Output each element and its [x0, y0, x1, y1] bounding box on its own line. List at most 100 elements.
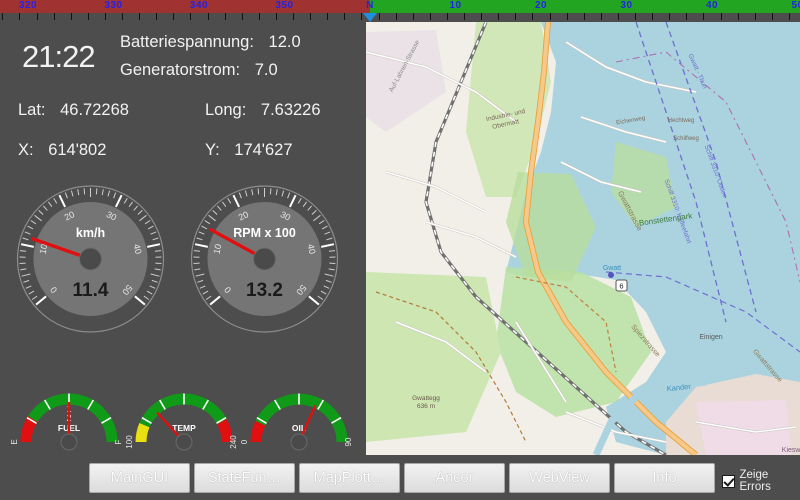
compass-tick: [293, 13, 295, 20]
oil-pressure-gauge: 0 90 OIL: [240, 374, 358, 464]
x-value: 614'802: [48, 141, 107, 159]
gauge-text: 11.4: [73, 280, 109, 301]
compass-label: 340: [189, 0, 209, 11]
map-label: Kander: [666, 382, 691, 394]
gauge-text: OIL: [292, 423, 306, 433]
compass-label: 20: [534, 0, 548, 11]
y-coordinate-readout: Y: 174'627: [205, 141, 293, 160]
map-feature: [366, 30, 446, 132]
button-ancor[interactable]: Ancor: [404, 463, 505, 493]
gauge-text: 40: [306, 243, 318, 255]
map-feature: [385, 171, 487, 213]
compass-tick: [224, 13, 226, 20]
compass-tick: [532, 13, 534, 20]
generator-label: Generatorstrom:: [120, 61, 241, 79]
map-feature: [565, 41, 697, 93]
temperature-gauge: 100 240 TEMP: [125, 374, 243, 464]
gauge-text: km/h: [76, 226, 105, 240]
map-feature: [580, 116, 667, 143]
tachometer-gauge: 0 10 20 30 40 50 RPM x 100 13.2: [182, 182, 347, 337]
compass-tick: [566, 13, 568, 20]
map-label: 636 m: [417, 403, 435, 410]
map-feature: [395, 321, 487, 373]
gauge-text: 0: [48, 285, 59, 295]
longitude-readout: Long: 7.63226: [205, 101, 321, 120]
compass-heading-marker: [363, 13, 377, 22]
show-errors-checkbox[interactable]: Zeige Errors: [722, 469, 800, 493]
compass-tick: [2, 13, 4, 20]
map-feature: [635, 22, 727, 323]
compass-tick: [344, 13, 346, 20]
button-maingui[interactable]: MainGUI: [89, 463, 190, 493]
compass-tick: [515, 13, 517, 20]
latitude-value: 46.72268: [60, 101, 129, 119]
map-feature: [515, 321, 567, 403]
compass-tick: [771, 13, 773, 20]
compass-tick: [669, 13, 671, 20]
gauge-text: RPM x 100: [233, 226, 296, 240]
map-feature: [560, 161, 642, 193]
compass-tick: [53, 13, 55, 20]
compass-tick: [122, 13, 124, 20]
map-feature: [466, 22, 551, 197]
map-label: Kieswerk: [782, 447, 800, 454]
gauge-text: 0: [240, 439, 249, 444]
battery-value: 12.0: [268, 33, 301, 51]
gauge-text: TEMP: [172, 423, 196, 433]
compass-tick: [395, 13, 397, 20]
compass-band-green: [370, 0, 800, 13]
generator-readout: Generatorstrom: 7.0: [120, 61, 278, 80]
button-webview[interactable]: WebView: [509, 463, 610, 493]
compass-label: 320: [18, 0, 38, 11]
gauge-text: 90: [344, 437, 353, 446]
gauge-text: E: [10, 439, 19, 444]
y-value: 174'627: [234, 141, 293, 159]
button-mapplotter[interactable]: MapPlott…: [299, 463, 400, 493]
map-view[interactable]: Industrie- und Obermatt Auf-Lahnen-Strasse…: [366, 22, 800, 455]
map-feature: [565, 411, 667, 443]
compass-tick: [139, 13, 141, 20]
compass-label: 10: [449, 0, 462, 11]
compass-tick: [36, 13, 38, 20]
map-feature: [375, 291, 527, 443]
show-errors-label: Zeige Errors: [739, 469, 771, 493]
clock-display: 21:22: [22, 39, 96, 74]
compass-tick: [258, 13, 260, 20]
checkbox-box[interactable]: [722, 474, 735, 488]
latitude-readout: Lat: 46.72268: [18, 101, 129, 120]
map-label: Gwattegg: [412, 395, 440, 402]
map-feature: [615, 279, 628, 292]
gauge-text: 40: [132, 243, 144, 255]
compass-label: N: [366, 0, 374, 11]
gauge-text: F: [114, 439, 123, 444]
map-label: Gwatt: [603, 265, 621, 272]
map-feature: [523, 22, 698, 455]
compass-label: 30: [620, 0, 633, 11]
bottom-toolbar: MainGUI StateFun… MapPlott… Ancor WebVie…: [0, 455, 800, 500]
map-feature: [665, 22, 757, 313]
compass-tick: [720, 13, 722, 20]
map-label: 6: [619, 282, 623, 291]
compass-tick: [652, 13, 654, 20]
x-coordinate-readout: X: 614'802: [18, 141, 106, 160]
compass-tick: [635, 13, 637, 20]
gauge-text: 30: [279, 209, 292, 222]
map-feature: [515, 276, 617, 373]
compass-label: 330: [104, 0, 123, 11]
gauge-text: 30: [105, 209, 118, 222]
compass-label: 50: [791, 0, 800, 11]
map-feature: [696, 400, 791, 455]
gauge-text: 0: [222, 285, 233, 295]
compass-label: 40: [705, 0, 719, 11]
compass-tick: [378, 13, 380, 20]
compass-tick: [686, 13, 688, 20]
compass-ribbon[interactable]: 320 330 340 350 N 10 20 30 40 50: [0, 0, 800, 22]
compass-tick: [19, 13, 21, 20]
button-statefun[interactable]: StateFun…: [194, 463, 295, 493]
compass-band-red: [0, 0, 370, 13]
map-feature: [615, 51, 800, 283]
compass-tick: [788, 13, 790, 20]
map-feature: [605, 271, 800, 353]
compass-label: 350: [275, 0, 294, 11]
button-info[interactable]: Info: [614, 463, 715, 493]
